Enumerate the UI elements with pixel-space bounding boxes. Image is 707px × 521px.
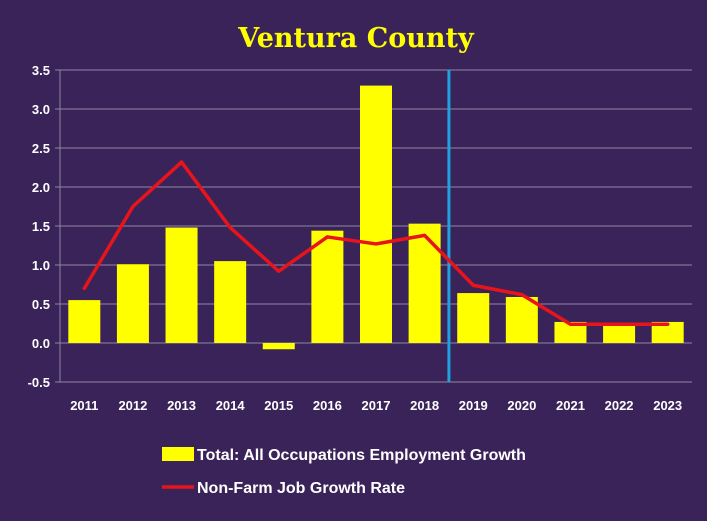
bar: [457, 293, 490, 343]
x-tick-label: 2011: [70, 398, 98, 413]
bar: [505, 296, 538, 343]
x-tick-label: 2021: [556, 398, 585, 413]
y-tick-label: 0.5: [32, 297, 50, 312]
bar: [68, 300, 101, 343]
bar: [214, 261, 247, 343]
y-tick-label: 1.0: [32, 258, 50, 273]
bar: [360, 85, 392, 343]
line-point: [374, 242, 378, 246]
bar: [262, 343, 295, 350]
line-point: [131, 205, 135, 208]
x-tick-label: 2012: [118, 398, 147, 413]
x-tick-label: 2016: [313, 398, 342, 413]
bar: [165, 227, 198, 343]
x-tick-label: 2022: [605, 398, 634, 413]
line-point: [325, 235, 329, 239]
x-tick-label: 2015: [264, 398, 293, 413]
x-tick-label: 2013: [167, 398, 196, 413]
x-tick-label: 2019: [459, 398, 488, 413]
line-point: [228, 226, 232, 230]
legend: Total: All Occupations Employment Growth…: [162, 447, 526, 497]
y-tick-label: 1.5: [32, 219, 50, 234]
y-tick-label: 2.0: [32, 180, 50, 195]
x-tick-label: 2014: [216, 398, 246, 413]
line-point: [471, 283, 475, 287]
line-point: [82, 286, 86, 290]
legend-label-line: Non-Farm Job Growth Rate: [197, 480, 405, 497]
bar: [116, 264, 149, 343]
bar: [311, 230, 344, 343]
line-point: [666, 322, 670, 326]
x-tick-label: 2017: [362, 398, 391, 413]
x-tick-label: 2023: [653, 398, 682, 413]
y-tick-label: 2.5: [32, 141, 50, 156]
x-tick-label: 2018: [410, 398, 439, 413]
line-point: [277, 269, 281, 273]
line-point: [180, 160, 184, 164]
bar: [408, 223, 441, 343]
y-tick-label: 0.0: [32, 336, 50, 351]
bar: [651, 321, 684, 343]
line-point: [423, 233, 427, 237]
bar-series: [68, 85, 684, 350]
y-tick-label: 3.0: [32, 102, 50, 117]
bar: [554, 321, 587, 343]
line-point: [617, 322, 621, 326]
legend-label-bar: Total: All Occupations Employment Growth: [197, 447, 526, 464]
line-series: [82, 160, 670, 327]
legend-swatch-bar: [162, 447, 194, 461]
chart-title: Ventura County: [237, 23, 475, 54]
y-tick-label: 3.5: [32, 63, 50, 78]
line-point: [568, 322, 572, 326]
x-tick-label: 2020: [507, 398, 536, 413]
line-point: [520, 293, 524, 297]
y-tick-label: -0.5: [28, 375, 50, 390]
bar: [603, 324, 636, 343]
axes: -0.5 0.0 0.5 1.0 1.5 2.0 2.5 3.0 3.5 2011 2012 2013…: [28, 63, 692, 413]
